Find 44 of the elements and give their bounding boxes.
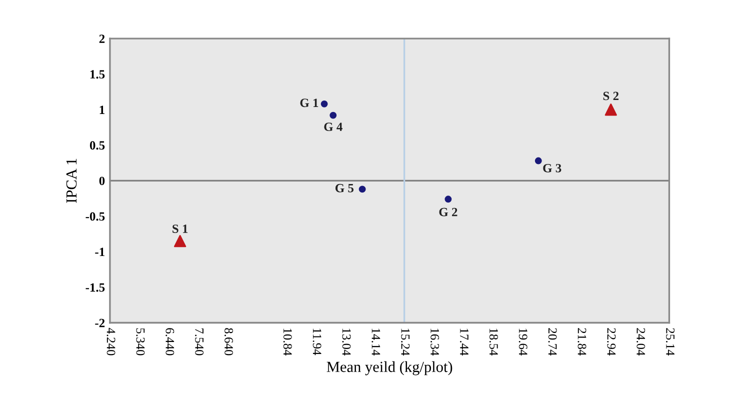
x-tick-label: 25.14: [666, 328, 674, 356]
y-tick-label: -0.5: [86, 212, 105, 221]
y-tick-label: 2: [99, 34, 105, 43]
annotation: G 2: [439, 208, 458, 216]
y-tick-label: 0: [99, 176, 105, 186]
y-tick-label: -1.5: [86, 283, 105, 292]
y-tick-label: 1: [100, 106, 104, 114]
y-tick-label: -2: [95, 318, 105, 328]
x-tick-label: 18.54: [489, 328, 498, 356]
point: [604, 104, 617, 116]
x-tick-label: 5.340: [136, 328, 145, 356]
x-tick-label: 7.540: [195, 328, 204, 356]
x-axis-title: Mean yeild (kg/plot): [326, 361, 452, 376]
annotation: G 3: [543, 164, 562, 172]
y-axis-title: IPCA 1: [66, 158, 77, 203]
x-tick-label: 4.240: [106, 328, 116, 356]
y-tick-label: 1.5: [90, 70, 105, 79]
x-tick-label: 8.640: [224, 328, 233, 356]
x-tick-label: 24.04: [636, 328, 646, 356]
point: [330, 112, 337, 119]
x-tick-label: 17.44: [460, 328, 468, 356]
x-tick-label: 21.84: [578, 328, 586, 356]
point: [358, 186, 366, 193]
point: [320, 100, 328, 108]
x-tick-label: 13.04: [342, 328, 351, 356]
x-tick-label: 20.74: [548, 328, 557, 356]
annotation: G 1: [300, 98, 318, 108]
x-tick-label: 11.94: [312, 328, 322, 356]
annotation: S 1: [172, 224, 188, 233]
point: [534, 157, 542, 164]
y-tick-label: 0.5: [90, 141, 105, 150]
x-tick-label: 15.24: [401, 328, 410, 356]
y-tick-label: -1: [95, 248, 104, 256]
annotation: G 4: [324, 122, 342, 132]
point: [174, 234, 186, 248]
annotation: S 2: [603, 92, 619, 100]
annotation: G 5: [335, 184, 354, 192]
x-tick-label: 14.14: [372, 328, 380, 356]
x-tick-label: 6.440: [166, 328, 174, 356]
point: [444, 196, 452, 203]
x-tick-label: 22.94: [607, 328, 616, 356]
x-tick-label: 10.84: [283, 328, 292, 356]
x-tick-label: 19.64: [518, 328, 528, 356]
x-tick-label: 16.34: [430, 328, 440, 356]
